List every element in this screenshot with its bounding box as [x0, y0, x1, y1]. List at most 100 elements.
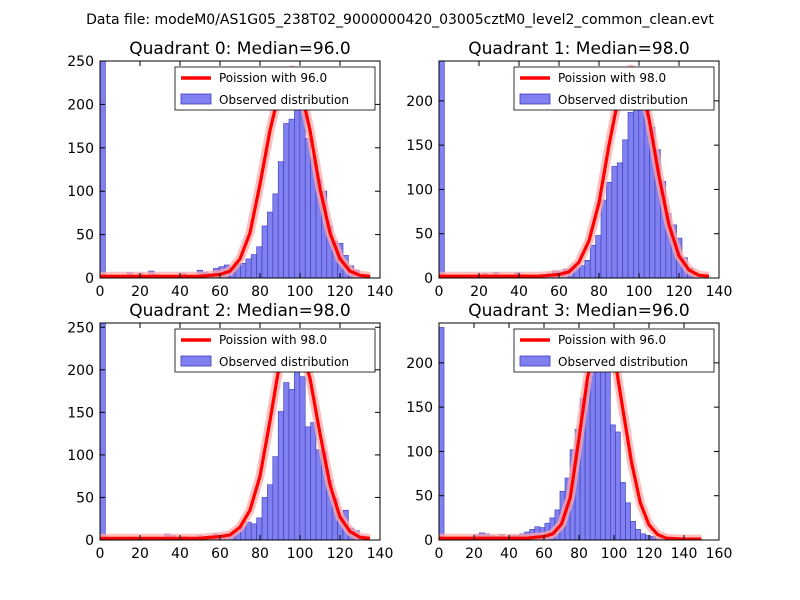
x-tick-label: 120 — [636, 546, 663, 562]
histogram-bar — [283, 382, 290, 540]
legend-histogram-swatch — [180, 93, 212, 105]
histogram-bar — [439, 327, 445, 540]
histogram-bar — [620, 482, 626, 540]
axes-frame — [99, 60, 381, 279]
y-tick-label: 50 — [76, 490, 94, 506]
x-tick-label: 160 — [706, 546, 733, 562]
x-tick-label: 60 — [550, 284, 568, 300]
x-tick-label: 140 — [367, 546, 394, 562]
y-tick-label: 0 — [424, 271, 433, 287]
histogram-bar — [299, 376, 306, 540]
histogram-bar — [616, 162, 623, 278]
histogram-bar — [272, 456, 279, 540]
histogram-bar — [277, 161, 284, 278]
y-tick-label: 150 — [67, 405, 94, 421]
histogram-bar — [579, 265, 586, 278]
histogram-bar — [100, 61, 106, 278]
legend: Poission with 98.0 Observed distribution — [513, 66, 715, 111]
histogram-bar — [630, 521, 636, 540]
x-tick-label: 40 — [171, 546, 189, 562]
quadrant-1-panel: 0 20 40 60 80 100 120 140 0 50 100 150 200 Quadrant 1… — [406, 39, 732, 300]
y-tick-label: 0 — [85, 533, 94, 549]
panel-title: Quadrant 0: Median=96.0 — [129, 39, 351, 59]
y-tick-label: 150 — [67, 141, 94, 157]
x-tick-label: 100 — [626, 284, 653, 300]
histogram-bar — [584, 259, 591, 278]
y-tick-label: 150 — [406, 400, 433, 416]
histogram-bar — [100, 323, 106, 540]
legend: Poission with 98.0 Observed distribution — [174, 328, 376, 373]
histogram-bar — [595, 235, 602, 278]
x-tick-label: 80 — [251, 546, 269, 562]
x-tick-label: 80 — [590, 284, 608, 300]
x-tick-label: 140 — [706, 284, 733, 300]
axes-frame — [438, 60, 720, 279]
panel-title: Quadrant 3: Median=96.0 — [468, 301, 690, 321]
histogram-bar — [610, 424, 616, 540]
histogram-bar — [589, 366, 596, 540]
histogram-bar — [611, 166, 618, 278]
y-tick-label: 50 — [415, 227, 433, 243]
x-tick-label: 20 — [465, 546, 483, 562]
x-tick-label: 120 — [666, 284, 693, 300]
histogram-bar — [615, 431, 621, 540]
x-tick-label: 20 — [470, 284, 488, 300]
histogram-bar — [600, 199, 607, 278]
histogram-bar — [594, 353, 601, 540]
x-tick-label: 60 — [211, 546, 229, 562]
x-tick-label: 20 — [131, 284, 149, 300]
histogram-bar — [256, 517, 263, 540]
y-tick-label: 50 — [415, 489, 433, 505]
y-tick-label: 250 — [67, 320, 94, 336]
histogram-bar — [288, 118, 295, 278]
histogram-bar — [439, 61, 445, 278]
histogram-bar — [283, 123, 290, 278]
x-tick-label: 120 — [327, 546, 354, 562]
quadrant-3-panel: 0 20 40 60 80 100 120 140 160 0 50 100 150 200 Quadran… — [406, 301, 732, 562]
legend-poisson-label: Poission with 98.0 — [558, 71, 666, 85]
x-tick-label: 80 — [570, 546, 588, 562]
y-tick-label: 200 — [67, 97, 94, 113]
histogram-bar — [267, 484, 274, 540]
legend-histogram-label: Observed distribution — [558, 355, 688, 369]
x-tick-label: 40 — [510, 284, 528, 300]
panel-title: Quadrant 1: Median=98.0 — [468, 39, 690, 59]
histogram-bar — [277, 411, 284, 540]
x-tick-label: 80 — [251, 284, 269, 300]
x-tick-label: 60 — [535, 546, 553, 562]
histogram-bar — [272, 193, 279, 278]
legend-histogram-swatch — [180, 355, 212, 367]
y-tick-label: 50 — [76, 228, 94, 244]
x-tick-label: 100 — [287, 546, 314, 562]
legend: Poission with 96.0 Observed distribution — [174, 66, 376, 111]
histogram-bar — [250, 254, 257, 278]
histogram-bar — [294, 99, 301, 278]
histogram-bar — [638, 99, 645, 278]
histogram-bar — [645, 535, 651, 540]
histogram-bar — [288, 389, 295, 540]
histogram-bar — [605, 362, 611, 540]
x-tick-label: 140 — [671, 546, 698, 562]
panel-title: Quadrant 2: Median=98.0 — [129, 301, 351, 321]
y-tick-label: 100 — [67, 448, 94, 464]
y-tick-label: 100 — [67, 184, 94, 200]
histogram-bar — [261, 225, 268, 278]
legend-histogram-label: Observed distribution — [558, 93, 688, 107]
x-tick-label: 0 — [96, 284, 105, 300]
histogram-bar — [635, 529, 641, 540]
x-tick-label: 60 — [211, 284, 229, 300]
histogram-bar — [245, 258, 252, 278]
histogram-bar — [304, 137, 311, 278]
x-tick-label: 100 — [601, 546, 628, 562]
histogram-bar — [606, 182, 613, 278]
histogram-bar — [250, 523, 257, 540]
x-tick-label: 20 — [131, 546, 149, 562]
histogram-bar — [304, 426, 311, 540]
legend-histogram-swatch — [519, 355, 551, 367]
x-tick-label: 40 — [500, 546, 518, 562]
histogram-bar — [294, 352, 301, 540]
histogram-bar — [267, 211, 274, 278]
legend-histogram-label: Observed distribution — [219, 93, 349, 107]
x-tick-label: 100 — [287, 284, 314, 300]
